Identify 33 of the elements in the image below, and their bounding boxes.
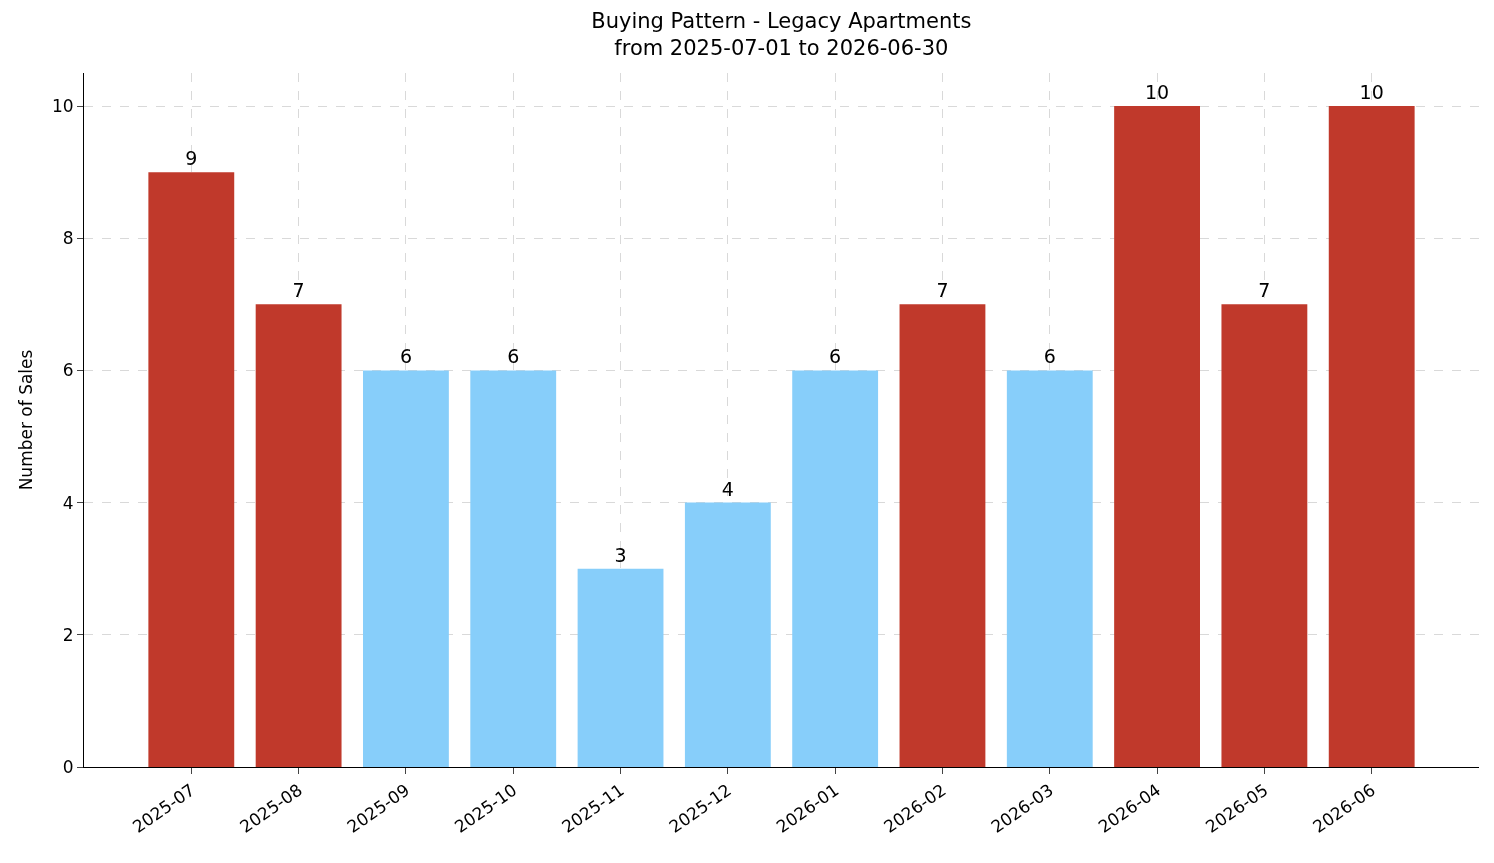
data-label: 10 — [1359, 81, 1384, 104]
data-label: 10 — [1144, 81, 1170, 104]
bar — [1114, 106, 1200, 767]
data-label: 6 — [1043, 345, 1056, 368]
data-label: 6 — [507, 345, 520, 368]
y-tick-label: 6 — [62, 360, 74, 381]
chart-title: Buying Pattern - Legacy Apartments — [591, 8, 972, 33]
y-tick-label: 10 — [51, 96, 74, 116]
data-label: 7 — [936, 279, 949, 302]
chart-subtitle: from 2025-07-01 to 2026-06-30 — [614, 35, 949, 60]
data-label: 4 — [721, 477, 734, 500]
y-tick-label: 2 — [62, 624, 74, 645]
bar — [1328, 106, 1415, 767]
bar — [363, 370, 449, 767]
bar — [792, 370, 879, 767]
bar — [899, 304, 986, 767]
bar — [148, 172, 235, 767]
y-tick-label: 4 — [62, 492, 74, 513]
bar — [1221, 304, 1308, 767]
data-label: 6 — [829, 345, 842, 368]
data-label: 9 — [185, 147, 198, 170]
bar — [577, 568, 664, 767]
y-axis-title: Number of Sales — [15, 349, 36, 491]
data-label: 3 — [614, 543, 627, 566]
bar — [470, 370, 557, 767]
bar — [684, 502, 771, 767]
data-label: 7 — [1258, 279, 1271, 302]
y-tick-label: 8 — [62, 228, 74, 249]
y-tick-label: 0 — [62, 756, 74, 777]
data-label: 7 — [292, 279, 305, 302]
bar — [1006, 370, 1093, 767]
data-label: 6 — [399, 345, 412, 368]
bar — [255, 304, 342, 767]
